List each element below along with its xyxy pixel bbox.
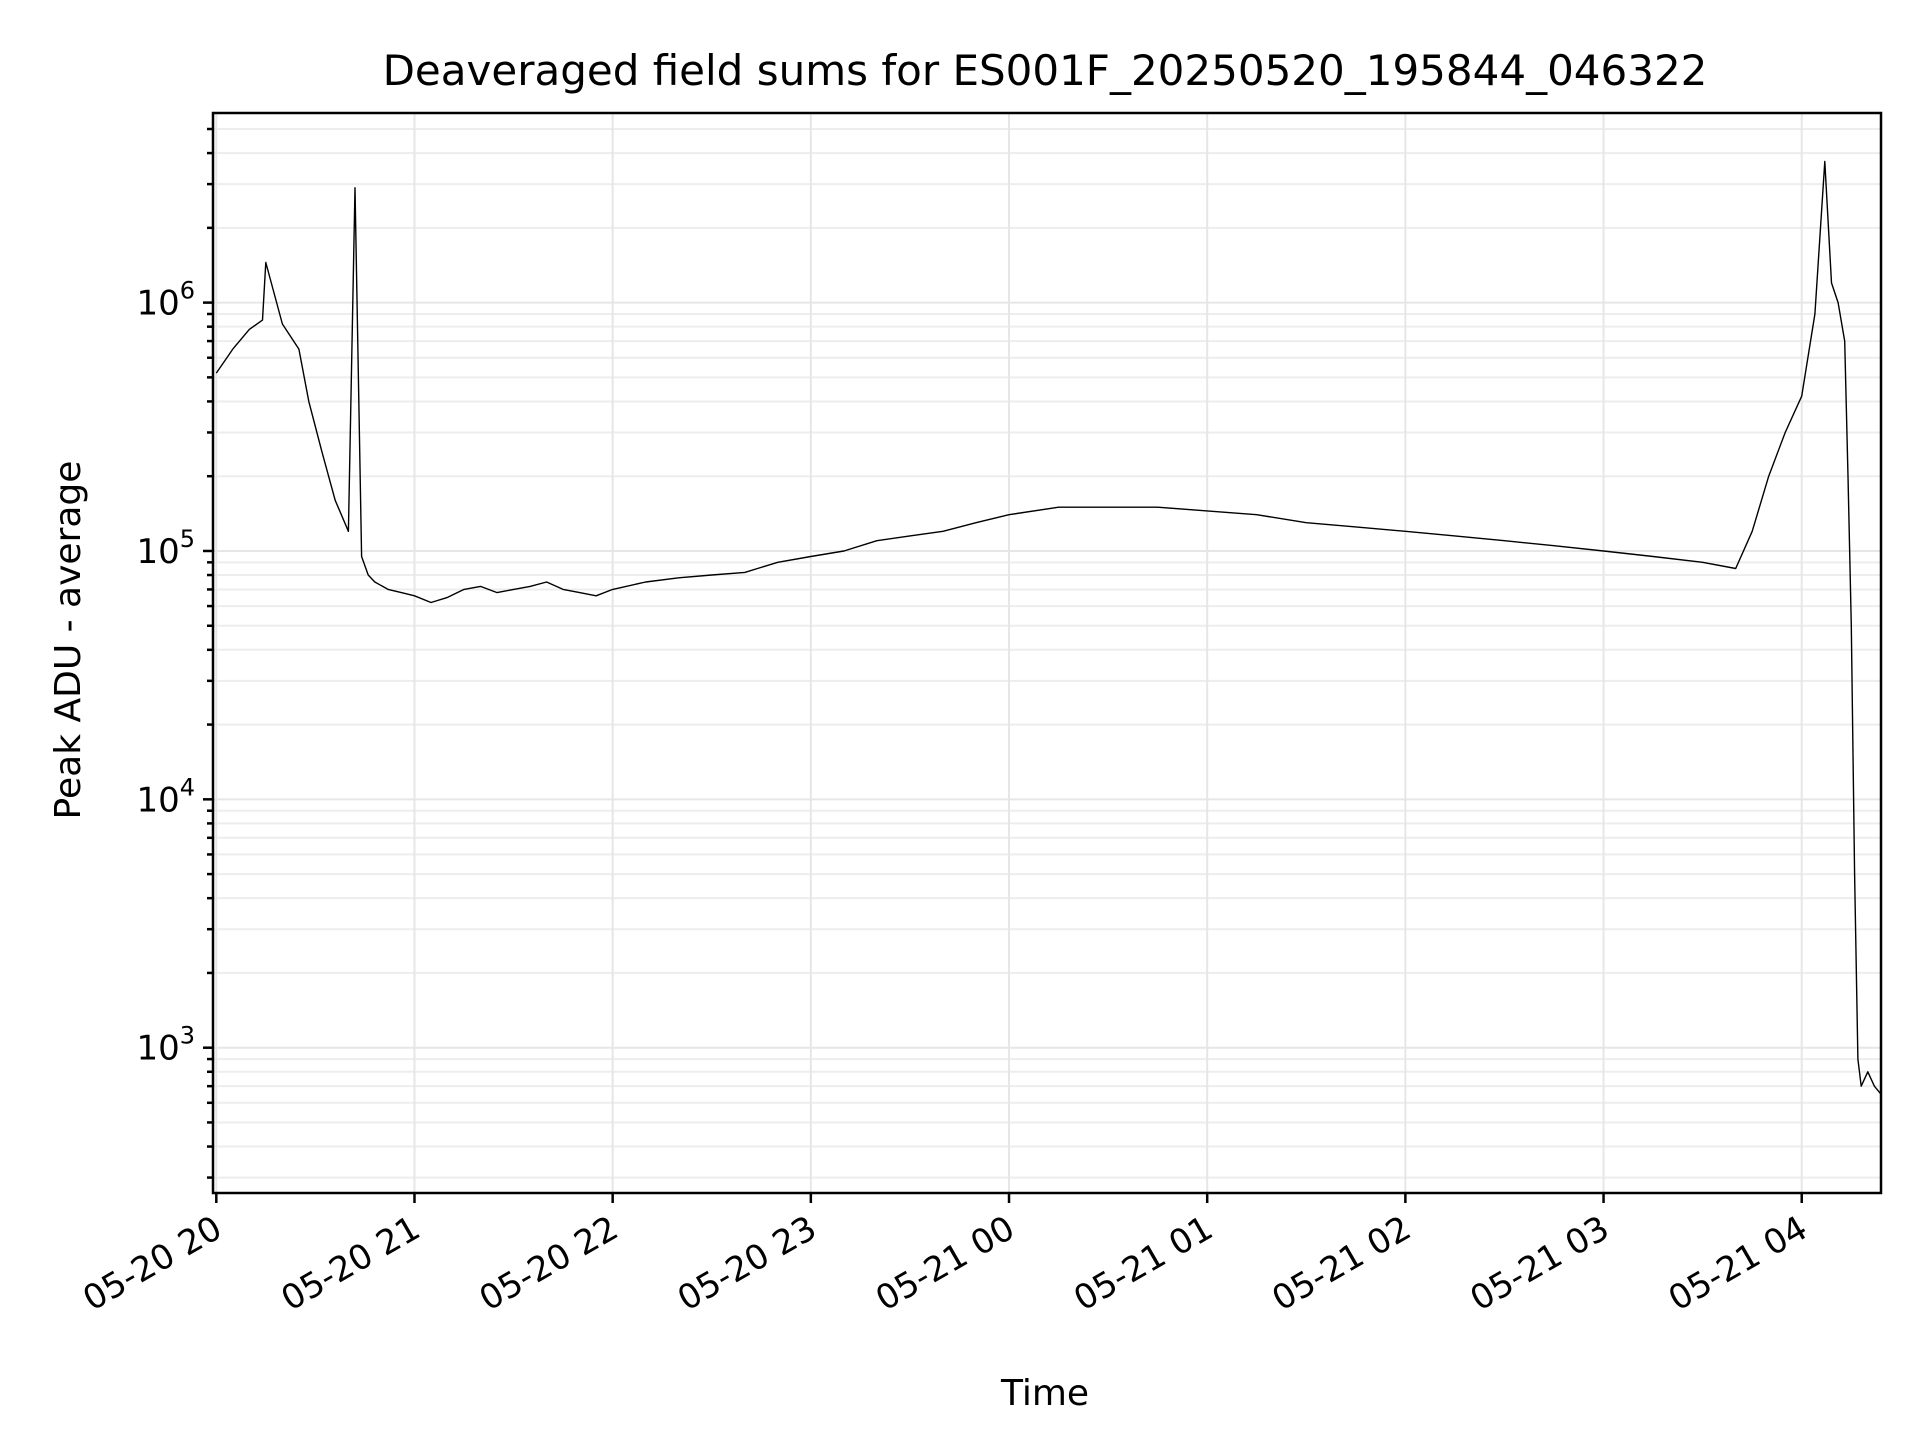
y-tick-label: 106 [136, 277, 195, 324]
series-line [215, 160, 1882, 1095]
y-tick-label: 103 [136, 1022, 195, 1069]
x-tick-label: 05-21 04 [1662, 1208, 1814, 1319]
chart-title: Deaveraged field sums for ES001F_2025052… [383, 46, 1708, 95]
y-tick-label: 104 [136, 773, 195, 820]
x-tick-label: 05-20 20 [76, 1208, 228, 1319]
plot-frame [211, 111, 1883, 1195]
x-tick-label: 05-20 23 [671, 1208, 823, 1319]
x-tick-label: 05-21 01 [1067, 1208, 1219, 1319]
x-tick-label: 05-20 22 [473, 1208, 625, 1319]
x-tick-label: 05-21 02 [1265, 1208, 1417, 1319]
x-tick-label: 05-20 21 [275, 1208, 427, 1319]
y-axis-label: Peak ADU - average [48, 461, 89, 820]
y-tick-label: 105 [136, 525, 195, 572]
x-axis-label: Time [1000, 1373, 1089, 1414]
x-tick-label: 05-21 03 [1464, 1208, 1616, 1319]
grid-layer [213, 113, 1881, 1193]
x-tick-label: 05-21 00 [869, 1208, 1021, 1319]
